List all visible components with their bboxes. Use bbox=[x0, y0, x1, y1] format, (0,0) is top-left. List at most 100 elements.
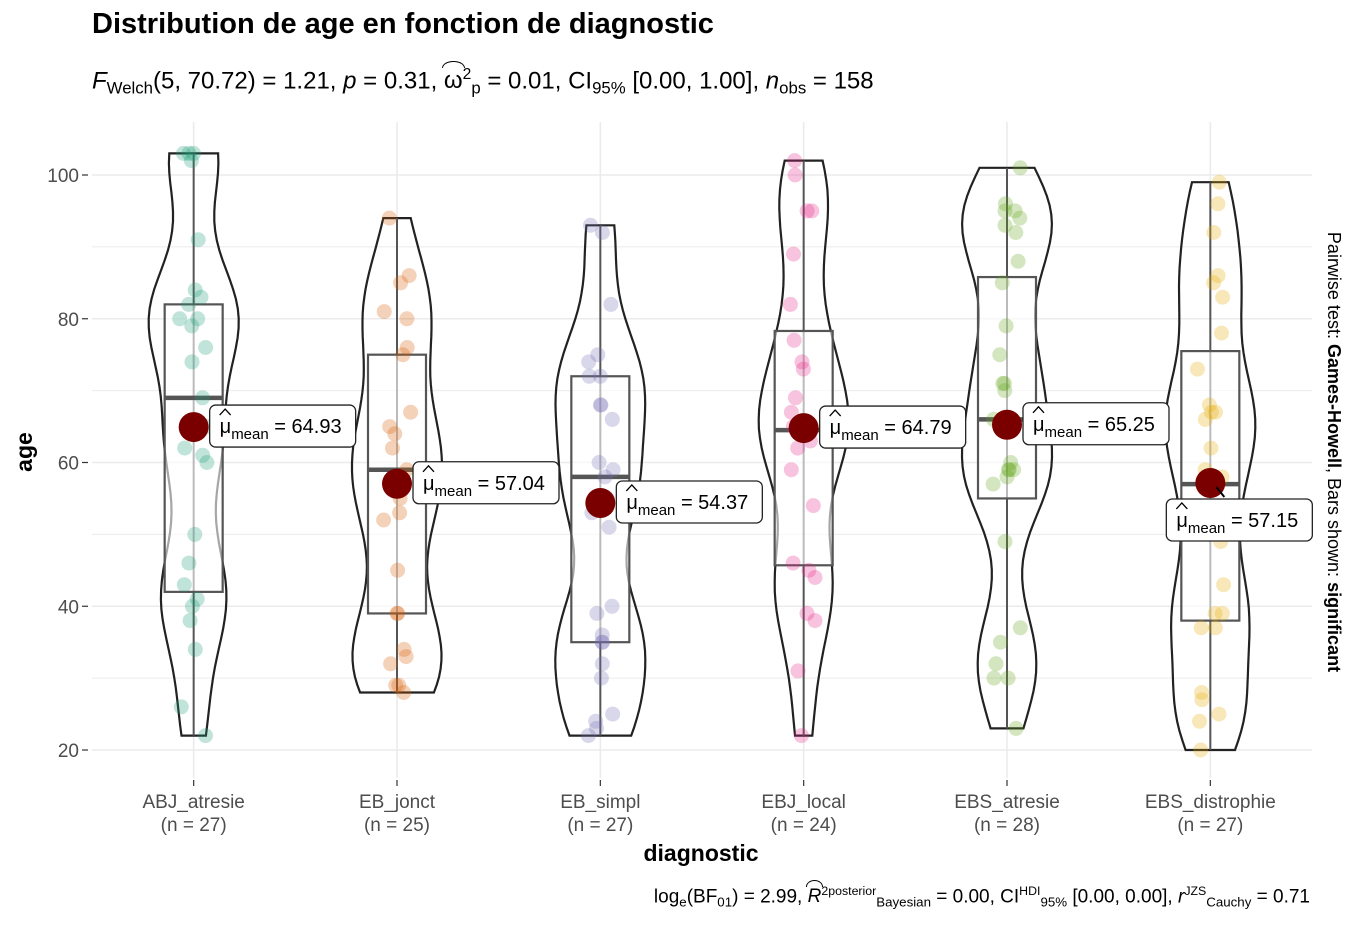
data-point-EB_simpl bbox=[601, 519, 617, 535]
data-point-EB_jonct bbox=[390, 562, 406, 578]
data-point-EBJ_local bbox=[786, 246, 801, 262]
chart-caption: loge(BF01) = 2.99, R2posteriorBayesian =… bbox=[654, 880, 1310, 910]
means: μmean = 64.93 μmean = 57.04 μmean = 54.37 μ… bbox=[178, 402, 1313, 542]
y-tick-label: 60 bbox=[58, 454, 79, 475]
x-tick-label-ABJ_atresie: ABJ_atresie bbox=[142, 792, 244, 813]
data-point-EBS_atresie bbox=[993, 634, 1008, 650]
x-tick-label-EB_jonct: EB_jonct bbox=[359, 792, 436, 813]
data-point-ABJ_atresie bbox=[195, 390, 210, 406]
data-point-EBS_atresie bbox=[994, 275, 1010, 291]
data-point-EBJ_local bbox=[799, 605, 815, 621]
data-point-ABJ_atresie bbox=[181, 145, 197, 161]
violin-EBS_distrophie bbox=[1164, 181, 1257, 752]
data-point-EB_simpl bbox=[594, 656, 610, 672]
data-point-EBS_atresie bbox=[1008, 720, 1024, 736]
mean-point-EB_simpl bbox=[585, 487, 616, 518]
data-point-EBS_atresie bbox=[998, 196, 1013, 212]
data-point-EBS_distrophie bbox=[1214, 605, 1230, 621]
box-EBS_atresie bbox=[976, 275, 1038, 500]
caption-ci-value: [0.00, 0.00], bbox=[1067, 886, 1178, 908]
right-label-test: Games-Howell bbox=[1324, 344, 1344, 468]
data-point-EB_jonct bbox=[381, 210, 397, 226]
chart-subtitle: FWelch(5, 70.72) = 1.21, p = 0.31, ω2p =… bbox=[92, 61, 874, 98]
subtitle-es-symbol: ω bbox=[441, 61, 465, 95]
mean-point-EBS_distrophie bbox=[1195, 467, 1226, 498]
data-point-EB_jonct bbox=[389, 605, 405, 621]
data-point-EBJ_local bbox=[794, 354, 810, 370]
data-point-EBJ_local bbox=[788, 390, 803, 406]
right-label-prefix: Pairwise test: bbox=[1324, 232, 1344, 344]
caption-r2-value: = 0.00, CI bbox=[930, 886, 1020, 908]
data-point-EBJ_local bbox=[787, 153, 803, 169]
grid bbox=[92, 122, 1312, 778]
data-point-EBS_distrophie bbox=[1203, 404, 1219, 420]
data-point-EBS_atresie bbox=[998, 318, 1014, 334]
data-point-EBS_distrophie bbox=[1210, 268, 1226, 284]
caption-r2-sup2: posterior bbox=[828, 884, 877, 898]
subtitle-ci-value: [0.00, 1.00], bbox=[625, 67, 766, 95]
data-point-EBS_atresie bbox=[1006, 462, 1022, 478]
data-point-ABJ_atresie bbox=[199, 455, 215, 470]
violins bbox=[147, 152, 1257, 752]
data-point-ABJ_atresie bbox=[184, 318, 200, 334]
y-axis-label: age bbox=[11, 432, 37, 472]
data-point-EB_jonct bbox=[401, 268, 417, 284]
mean-label-EBS_distrophie: μmean = 57.15 bbox=[1176, 510, 1298, 537]
boxes bbox=[163, 153, 1241, 750]
data-point-EB_simpl bbox=[597, 469, 613, 485]
chart-title: Distribution de age en fonction de diagn… bbox=[92, 8, 714, 40]
data-point-EB_simpl bbox=[604, 411, 620, 427]
x-tick-label-EBS_distrophie: EBS_distrophie bbox=[1145, 792, 1276, 813]
data-point-EBS_atresie bbox=[996, 375, 1012, 391]
data-point-EB_simpl bbox=[603, 296, 619, 312]
data-point-EBS_atresie bbox=[995, 375, 1011, 391]
subtitle-df: (5, 70.72) bbox=[153, 67, 256, 95]
x-axis-label: diagnostic bbox=[643, 840, 758, 866]
data-point-EBS_distrophie bbox=[1207, 605, 1223, 621]
data-point-EBS_atresie bbox=[1010, 253, 1026, 269]
data-point-EBS_atresie bbox=[999, 469, 1015, 485]
data-point-EBS_atresie bbox=[1012, 620, 1028, 636]
data-point-ABJ_atresie bbox=[190, 232, 206, 248]
caption-bf-paren: (BF bbox=[686, 886, 718, 908]
data-point-ABJ_atresie bbox=[189, 591, 205, 607]
data-point-EBS_atresie bbox=[1008, 225, 1024, 240]
data-point-EB_simpl bbox=[581, 354, 597, 370]
data-point-ABJ_atresie bbox=[195, 447, 211, 463]
data-point-EBJ_local bbox=[785, 555, 801, 571]
data-point-EBS_distrophie bbox=[1197, 411, 1213, 427]
data-point-EB_jonct bbox=[376, 304, 392, 320]
data-point-ABJ_atresie bbox=[181, 555, 197, 571]
data-point-EB_simpl bbox=[581, 368, 597, 384]
x-tick-label-EB_simpl: EB_simpl bbox=[560, 792, 640, 813]
data-point-EBS_distrophie bbox=[1203, 440, 1219, 456]
data-point-EBS_distrophie bbox=[1189, 361, 1205, 377]
data-point-EB_jonct bbox=[388, 677, 404, 693]
data-point-ABJ_atresie bbox=[184, 598, 200, 614]
data-point-EB_simpl bbox=[583, 217, 598, 233]
data-point-ABJ_atresie bbox=[187, 526, 203, 542]
data-point-EB_jonct bbox=[392, 505, 408, 521]
data-point-EBJ_local bbox=[793, 728, 809, 744]
data-point-EBS_atresie bbox=[988, 656, 1004, 672]
data-point-EB_simpl bbox=[594, 634, 610, 650]
x-tick-count-EBS_atresie: (n = 28) bbox=[974, 815, 1040, 836]
subtitle-n-value: = 158 bbox=[806, 67, 874, 95]
mean-point-ABJ_atresie bbox=[178, 412, 209, 443]
caption-r2-sub: Bayesian bbox=[876, 894, 931, 910]
data-point-EB_jonct bbox=[399, 311, 415, 327]
data-point-EB_jonct bbox=[396, 641, 412, 657]
caption-ci-sub: 95% bbox=[1040, 894, 1068, 910]
data-point-EBS_atresie bbox=[1007, 203, 1023, 219]
data-point-EBJ_local bbox=[795, 361, 811, 377]
data-point-ABJ_atresie bbox=[198, 340, 214, 355]
mean-label-box-EB_simpl bbox=[615, 480, 763, 524]
data-point-ABJ_atresie bbox=[198, 728, 213, 744]
data-point-EBS_atresie bbox=[1001, 462, 1017, 478]
subtitle-ci-sub: 95% bbox=[592, 78, 626, 98]
data-point-EB_jonct bbox=[399, 340, 415, 355]
data-point-EBS_atresie bbox=[997, 203, 1013, 219]
subtitle-n-label: n bbox=[765, 67, 780, 95]
mean-label-box-EBS_atresie bbox=[1022, 402, 1170, 446]
data-point-ABJ_atresie bbox=[187, 282, 203, 298]
